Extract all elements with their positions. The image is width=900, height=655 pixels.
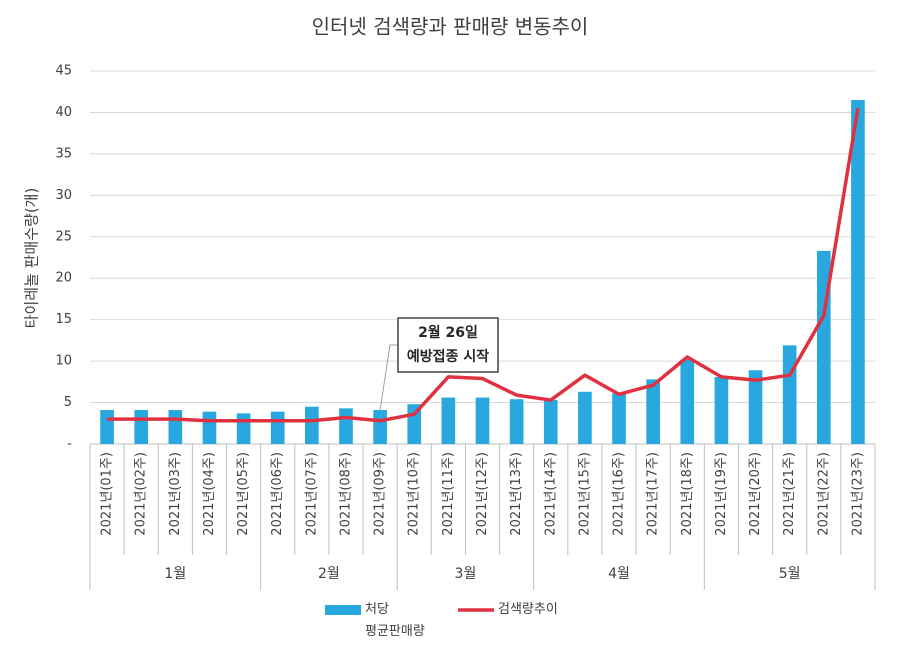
y-tick-label: 30 <box>55 188 72 203</box>
x-tick-label: 2021년(11주) <box>441 452 456 536</box>
bar <box>168 410 183 444</box>
group-label: 3월 <box>455 566 477 582</box>
y-tick-label: 45 <box>55 64 72 79</box>
y-tick-label: 20 <box>55 271 72 286</box>
bar <box>236 413 251 444</box>
x-tick-label: 2021년(01주) <box>100 452 115 536</box>
bar <box>441 397 456 444</box>
annotation-leader <box>379 344 398 411</box>
bar <box>509 399 524 444</box>
y-tick-label: 15 <box>55 312 72 327</box>
bar <box>270 411 285 444</box>
x-tick-label: 2021년(06주) <box>270 452 285 536</box>
bar <box>475 397 490 444</box>
bar <box>100 410 114 444</box>
legend-swatch <box>325 605 361 615</box>
bar <box>202 411 217 444</box>
y-tick-label: 5 <box>64 395 72 410</box>
bar <box>680 359 695 444</box>
annotation-box <box>397 317 499 373</box>
x-tick-label: 2021년(02주) <box>134 452 149 536</box>
group-label: 4월 <box>608 566 630 582</box>
x-tick-label: 2021년(18주) <box>680 452 695 536</box>
chart-title: 인터넷 검색량과 판매량 변동추이 <box>312 15 589 39</box>
x-tick-label: 2021년(08주) <box>338 452 353 536</box>
x-tick-label: 2021년(14주) <box>543 452 558 536</box>
y-tick-label: 10 <box>55 354 72 369</box>
annotation-text: 예방접종 시작 <box>407 348 489 365</box>
x-tick-label: 2021년(17주) <box>646 452 661 536</box>
x-tick-label: 2021년(20주) <box>748 452 763 536</box>
legend-label: 처당 평균판매량 <box>365 602 425 639</box>
legend-label: 검색량추이 <box>498 602 558 617</box>
y-tick-label: 35 <box>55 146 72 161</box>
bar <box>134 410 149 444</box>
group-label: 2월 <box>318 566 340 582</box>
x-tick-label: 2021년(12주) <box>475 452 490 536</box>
x-tick-label: 2021년(09주) <box>373 452 388 536</box>
bar <box>339 408 353 444</box>
y-tick-label: 40 <box>55 105 72 120</box>
bar <box>543 400 558 444</box>
y-axis-label: 타이레놀 판매수량(개) <box>23 188 41 329</box>
x-tick-label: 2021년(10주) <box>407 452 422 536</box>
line <box>107 108 860 423</box>
bar <box>782 345 797 444</box>
group-label: 1월 <box>164 566 186 582</box>
x-tick-label: 2021년(15주) <box>577 452 592 536</box>
bar <box>646 379 660 444</box>
x-tick-label: 2021년(13주) <box>509 452 524 536</box>
x-tick-label: 2021년(04주) <box>202 452 217 536</box>
bar <box>714 376 729 444</box>
x-tick-label: 2021년(19주) <box>714 452 729 536</box>
bar <box>748 370 763 444</box>
bar <box>612 393 626 444</box>
x-tick-label: 2021년(23주) <box>850 452 865 536</box>
group-label: 5월 <box>779 566 801 582</box>
bar <box>373 410 387 444</box>
y-tick-label: 25 <box>55 229 72 244</box>
x-tick-label: 2021년(05주) <box>236 452 251 536</box>
x-tick-label: 2021년(22주) <box>816 452 831 536</box>
x-tick-label: 2021년(21주) <box>782 452 797 536</box>
bar <box>851 100 865 444</box>
annotation-text: 2월 26일 <box>418 324 478 341</box>
bar <box>578 391 592 444</box>
y-tick-label: - <box>67 437 72 452</box>
x-tick-label: 2021년(03주) <box>168 452 183 536</box>
x-tick-label: 2021년(07주) <box>304 452 319 536</box>
x-tick-label: 2021년(16주) <box>612 452 627 536</box>
bar <box>305 406 319 444</box>
